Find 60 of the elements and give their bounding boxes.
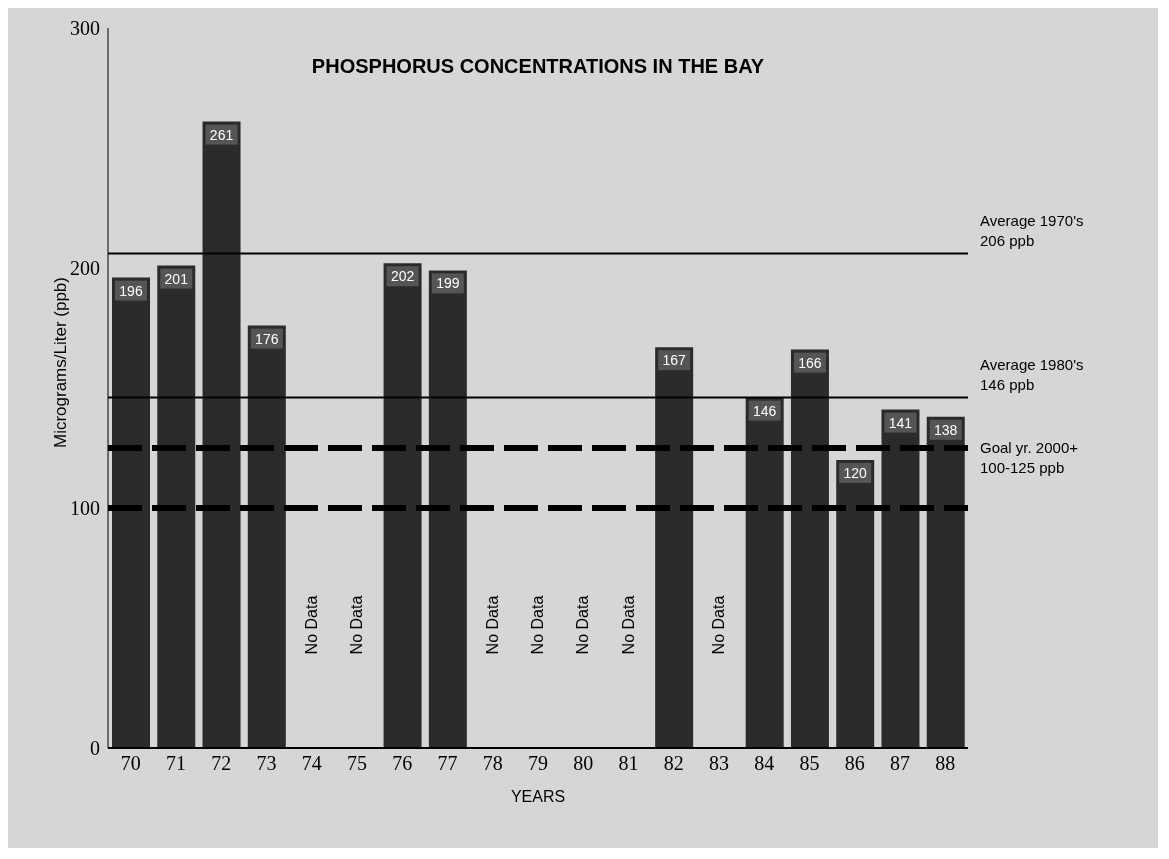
ref-line-label: Average 1970's 206 ppb <box>980 211 1084 249</box>
data-label: 167 <box>662 352 687 369</box>
y-tick-label: 100 <box>70 497 100 520</box>
data-label: 146 <box>753 402 777 419</box>
data-label: 202 <box>390 268 415 285</box>
data-label: 199 <box>436 275 460 292</box>
text: PHOSPHORUS CONCENTRATIONS IN THE BAY <box>311 55 765 77</box>
bar <box>836 460 875 748</box>
bar <box>881 409 920 748</box>
y-tick-label: 0 <box>90 737 100 760</box>
annotation: No Data <box>302 595 320 655</box>
x-tick-label: 76 <box>392 752 413 775</box>
data-label: 141 <box>888 414 913 431</box>
x-tick-label: 88 <box>935 752 956 775</box>
annotation: No Data <box>574 595 592 655</box>
x-tick-label: 83 <box>709 752 730 775</box>
data-label: 166 <box>798 354 822 371</box>
bar <box>247 325 286 748</box>
y-tick-label: 200 <box>70 257 100 280</box>
ref-line-label: Goal yr. 2000+ 100-125 ppb <box>980 439 1079 476</box>
annotation: No Data <box>710 595 728 655</box>
annotation: No Data <box>347 595 365 655</box>
x-tick-label: 75 <box>346 752 367 775</box>
data-label: 138 <box>934 421 958 438</box>
x-tick-label: 77 <box>437 752 458 775</box>
bar <box>157 265 196 748</box>
ref-line-label: Average 1980's 146 ppb <box>980 355 1084 393</box>
x-tick-label: 71 <box>165 752 186 775</box>
x-tick-label: 74 <box>301 752 322 775</box>
annotation: No Data <box>529 595 546 655</box>
x-tick-label: 86 <box>844 752 865 775</box>
x-tick-label: 82 <box>663 752 684 775</box>
x-tick-label: 80 <box>573 752 594 775</box>
x-tick-label: 73 <box>256 752 277 775</box>
y-axis-title: Micrograms/Liter (ppb) <box>51 277 71 448</box>
bar <box>655 347 694 748</box>
bar <box>745 397 784 748</box>
bar <box>926 416 965 748</box>
x-tick-label: 79 <box>528 752 548 775</box>
bar <box>428 270 467 748</box>
bar <box>383 263 422 748</box>
x-tick-label: 87 <box>890 752 911 775</box>
data-label: 196 <box>119 282 143 299</box>
x-axis-title: YEARS <box>510 788 566 805</box>
x-tick-label: 70 <box>120 752 141 775</box>
x-tick-label: 81 <box>618 752 639 775</box>
data-label: 176 <box>255 330 279 347</box>
bar <box>202 121 241 748</box>
x-tick-label: 78 <box>482 752 503 775</box>
data-label: 120 <box>843 465 868 481</box>
data-label: 201 <box>164 270 189 287</box>
x-tick-label: 85 <box>799 752 820 775</box>
bar <box>112 277 150 748</box>
x-tick-label: 72 <box>211 752 232 775</box>
bar <box>790 349 829 748</box>
x-tick-label: 84 <box>754 752 775 775</box>
y-tick-label: 300 <box>70 17 100 40</box>
data-label: 261 <box>209 126 234 143</box>
annotation: No Data <box>483 595 501 655</box>
annotation: No Data <box>619 595 637 655</box>
